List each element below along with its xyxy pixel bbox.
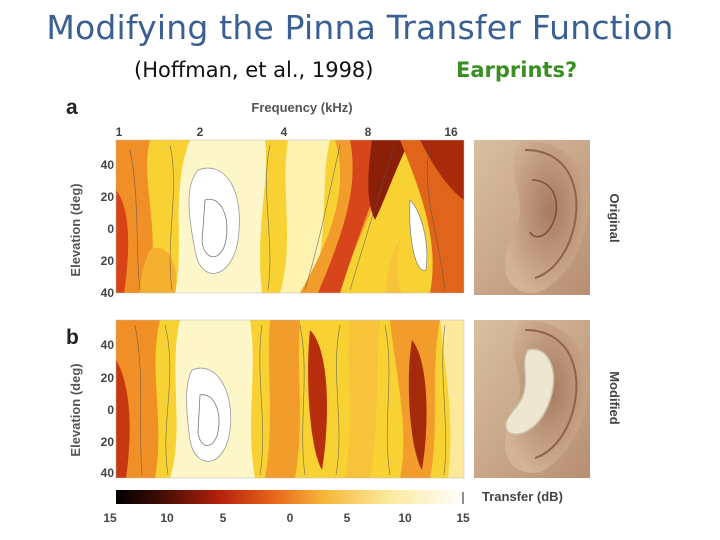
colorbar-tick: 5 xyxy=(344,511,351,525)
ear-photo-modified xyxy=(474,320,590,478)
original-label: Original xyxy=(607,193,622,242)
freq-tick: 8 xyxy=(365,125,372,139)
panel-letter-b: b xyxy=(66,326,79,349)
elev-tick: 0 xyxy=(107,403,114,417)
modified-label: Modified xyxy=(607,371,622,424)
heatmap-original-border xyxy=(115,139,465,294)
earprints-question: Earprints? xyxy=(456,58,578,82)
colorbar-ticks: 15 10 5 0 5 10 15 xyxy=(103,511,470,525)
citation: (Hoffman, et al., 1998) xyxy=(134,58,374,82)
elev-tick: 40 xyxy=(101,466,115,480)
elev-tick: 20 xyxy=(101,435,115,449)
elevation-axis-label-b: Elevation (deg) xyxy=(68,363,83,456)
colorbar-tick: 0 xyxy=(287,511,294,525)
freq-tick: 1 xyxy=(116,125,123,139)
freq-tick: 16 xyxy=(444,125,458,139)
frequency-ticks: 1 2 4 8 16 xyxy=(116,125,458,139)
elev-tick: 20 xyxy=(101,371,115,385)
elev-tick: 40 xyxy=(101,286,115,300)
elevation-ticks-b: 40 20 0 20 40 xyxy=(101,338,115,480)
ear-mold-insert xyxy=(505,348,555,435)
elev-tick: 0 xyxy=(107,222,114,236)
heatmap-modified xyxy=(116,320,464,478)
elevation-axis-label-a: Elevation (deg) xyxy=(68,183,83,276)
colorbar-tick: 15 xyxy=(103,511,117,525)
slide-title: Modifying the Pinna Transfer Function xyxy=(46,8,674,47)
frequency-axis-label: Frequency (kHz) xyxy=(251,100,352,115)
colorbar-label: Transfer (dB) xyxy=(482,489,563,504)
heatmap-original xyxy=(116,140,464,293)
elev-tick: 40 xyxy=(101,158,115,172)
elev-tick: 40 xyxy=(101,338,115,352)
heatmap-modified-border xyxy=(115,319,465,479)
panel-letter-a: a xyxy=(66,96,78,119)
freq-tick: 2 xyxy=(197,125,204,139)
colorbar-tick: 10 xyxy=(398,511,412,525)
colorbar-tick: 15 xyxy=(456,511,470,525)
colorbar-tick: 10 xyxy=(160,511,174,525)
colorbar xyxy=(116,490,464,504)
colorbar-tick: 5 xyxy=(220,511,227,525)
ear-photo-original xyxy=(474,140,590,295)
elev-tick: 20 xyxy=(101,254,115,268)
elev-tick: 20 xyxy=(101,190,115,204)
freq-tick: 4 xyxy=(281,125,288,139)
elevation-ticks-a: 40 20 0 20 40 xyxy=(101,158,115,300)
